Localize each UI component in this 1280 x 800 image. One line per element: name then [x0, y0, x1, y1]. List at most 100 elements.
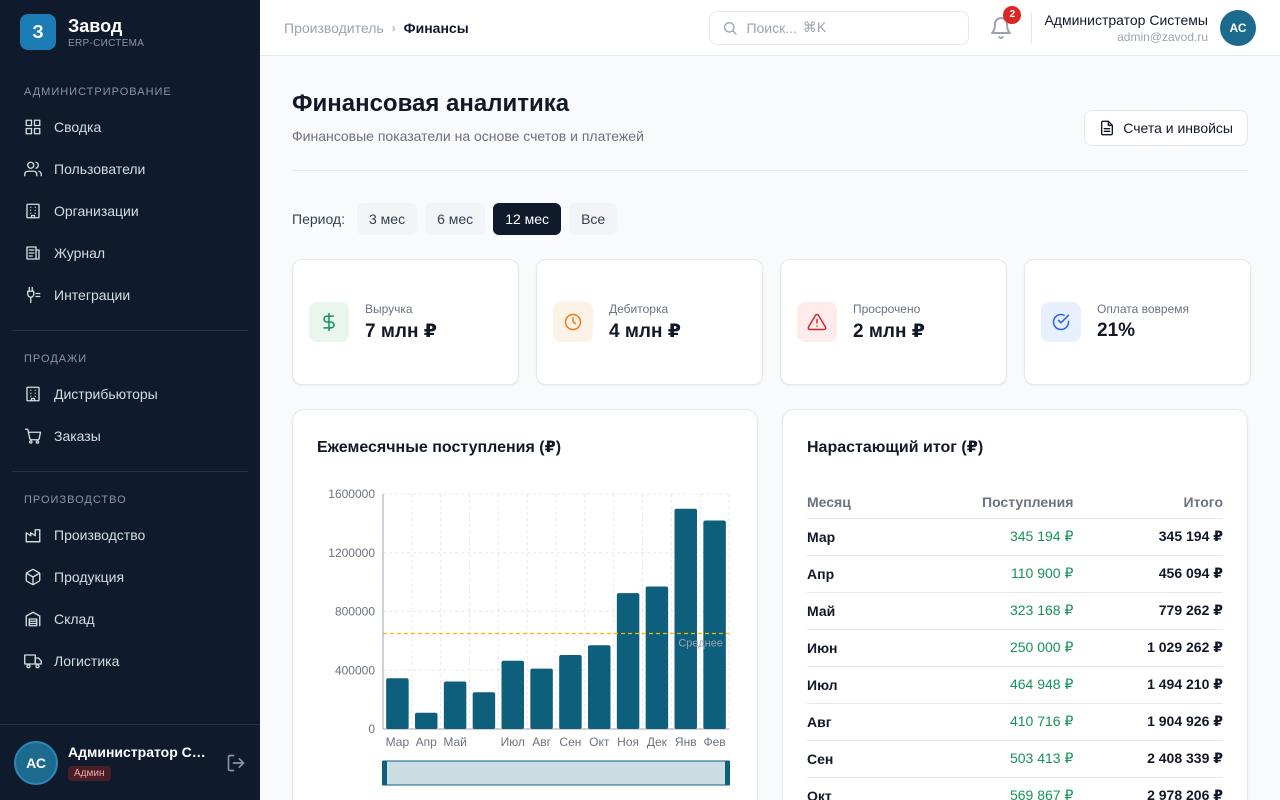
table-row: Мар 345 194 ₽345 194 ₽: [807, 518, 1223, 556]
stat-label: Просрочено: [853, 301, 921, 316]
notification-badge: 2: [1003, 5, 1022, 24]
search-placeholder: Поиск...: [746, 19, 797, 36]
cumulative-table: Месяц Поступления Итого Мар 345 194 ₽345 19…: [807, 486, 1223, 800]
notifications-button[interactable]: 2: [989, 5, 1022, 40]
clock-icon: [564, 313, 582, 331]
sidebar-item-label: Склад: [54, 611, 95, 627]
topbar: Производитель › Финансы Поиск... ⌘K 2 Ад…: [260, 0, 1280, 56]
chart-bar: [674, 508, 697, 729]
income-cell: 569 867 ₽: [893, 777, 1074, 800]
period-button[interactable]: 3 мес: [357, 203, 418, 235]
stat-card: Просрочено 2 млн ₽: [780, 259, 1007, 385]
invoices-button-label: Счета и инвойсы: [1123, 120, 1233, 136]
sidebar-item[interactable]: Заказы: [0, 415, 260, 457]
income-cell: 410 716 ₽: [893, 703, 1074, 741]
stat-label: Оплата вовремя: [1097, 302, 1189, 316]
month-cell: Сен: [807, 740, 894, 778]
sidebar-item[interactable]: Пользователи: [0, 148, 260, 190]
stats-row: Выручка 7 млн ₽ Дебиторка 4 млн ₽ Просрочено…: [292, 259, 1251, 385]
avatar[interactable]: АС: [1220, 9, 1256, 46]
column-header: Итого: [1073, 486, 1223, 519]
y-tick-label: 1200000: [328, 546, 375, 560]
table-row: Сен 503 413 ₽2 408 339 ₽: [807, 740, 1223, 778]
page-title: Финансовая аналитика: [292, 90, 570, 117]
stat-label: Выручка: [365, 301, 413, 316]
sidebar-item[interactable]: Сводка: [0, 106, 260, 148]
sidebar-item-label: Производство: [54, 527, 146, 543]
sidebar-item-label: Пользователи: [54, 161, 146, 177]
stat-card: Дебиторка 4 млн ₽: [536, 259, 763, 385]
income-cell: 345 194 ₽: [893, 518, 1074, 556]
chart-bar: [645, 586, 669, 729]
sidebar-item-label: Интеграции: [54, 287, 131, 303]
sidebar-item[interactable]: Интеграции: [0, 274, 260, 316]
period-label: Период:: [292, 211, 345, 227]
sidebar-item[interactable]: Продукция: [0, 556, 260, 598]
log-icon: [26, 246, 40, 260]
total-cell: 2 408 339 ₽: [1073, 740, 1223, 778]
stat-icon-box: [553, 302, 593, 342]
sidebar: З Завод ERP-СИСТЕМА АДМИНИСТРИРОВАНИЕ Сво…: [0, 0, 260, 800]
topbar-divider: [1031, 11, 1033, 44]
brand-title: Завод: [68, 15, 123, 36]
breadcrumb-separator: ›: [391, 20, 396, 35]
brand[interactable]: З Завод ERP-СИСТЕМА: [0, 0, 260, 64]
top-user-name: Администратор Системы: [1044, 11, 1208, 28]
sidebar-item[interactable]: Организации: [0, 190, 260, 232]
x-tick-label: Ноя: [617, 735, 639, 749]
sidebar-item[interactable]: Журнал: [0, 232, 260, 274]
panel-title: Ежемесячные поступления (₽): [317, 439, 562, 456]
chart-bar: [415, 712, 438, 729]
stat-icon-box: [309, 302, 349, 342]
avatar[interactable]: АС: [14, 740, 58, 785]
period-button[interactable]: Все: [569, 203, 618, 235]
top-user[interactable]: Администратор Системы admin@zavod.ru: [1044, 12, 1208, 44]
top-user-email: admin@zavod.ru: [1117, 29, 1208, 44]
page-subtitle: Финансовые показатели на основе счетов и…: [292, 128, 644, 144]
period-button[interactable]: 6 мес: [425, 203, 486, 235]
total-cell: 779 262 ₽: [1073, 592, 1223, 630]
invoices-button[interactable]: Счета и инвойсы: [1084, 110, 1248, 146]
period-selector: Период: 3 мес 6 мес 12 мес Все: [292, 203, 625, 235]
search-shortcut: ⌘K: [802, 19, 827, 35]
chart-bar: [443, 681, 467, 729]
column-header: Месяц: [807, 486, 894, 519]
sidebar-nav: АДМИНИСТРИРОВАНИЕ Сводка Пользователи Орган…: [0, 86, 260, 682]
chart-bar: [501, 660, 524, 729]
range-slider-handle[interactable]: [382, 761, 387, 785]
breadcrumb-parent[interactable]: Производитель: [284, 19, 384, 36]
nav-section-title: АДМИНИСТРИРОВАНИЕ: [24, 86, 172, 98]
sidebar-item-label: Организации: [54, 203, 139, 219]
search-input[interactable]: Поиск... ⌘K: [709, 10, 970, 45]
period-button[interactable]: 12 мес: [493, 203, 562, 235]
income-cell: 323 168 ₽: [893, 592, 1074, 630]
x-tick-label: Июл: [501, 735, 525, 749]
nav-divider: [12, 330, 248, 331]
truck-icon: [24, 654, 42, 669]
table-row: Июл 464 948 ₽1 494 210 ₽: [807, 666, 1223, 704]
breadcrumb-current: Финансы: [403, 19, 469, 36]
sidebar-item[interactable]: Производство: [0, 514, 260, 556]
panel-title: Нарастающий итог (₽): [807, 439, 984, 456]
chart-bar: [559, 655, 582, 729]
sidebar-item[interactable]: Дистрибьюторы: [0, 373, 260, 415]
month-cell: Апр: [807, 555, 894, 593]
building-icon: [26, 386, 40, 402]
x-tick-label: Сен: [559, 735, 581, 749]
sidebar-item[interactable]: Склад: [0, 598, 260, 640]
y-tick-label: 400000: [335, 663, 375, 677]
stat-label: Дебиторка: [609, 301, 669, 316]
chart-bar: [386, 678, 409, 729]
cumulative-panel: Нарастающий итог (₽) Месяц Поступления Ито…: [782, 409, 1248, 800]
range-slider-track: [382, 760, 730, 786]
sidebar-item[interactable]: Логистика: [0, 640, 260, 682]
x-tick-label: Май: [443, 735, 467, 749]
logout-icon[interactable]: [226, 753, 246, 773]
range-slider-handle[interactable]: [725, 761, 730, 785]
check-circle-icon: [1052, 313, 1070, 331]
x-tick-label: Янв: [675, 735, 697, 749]
income-cell: 110 900 ₽: [893, 555, 1074, 593]
stat-value: 4 млн ₽: [609, 320, 681, 342]
total-cell: 1 029 262 ₽: [1073, 629, 1223, 667]
table-row: Авг 410 716 ₽1 904 926 ₽: [807, 703, 1223, 741]
